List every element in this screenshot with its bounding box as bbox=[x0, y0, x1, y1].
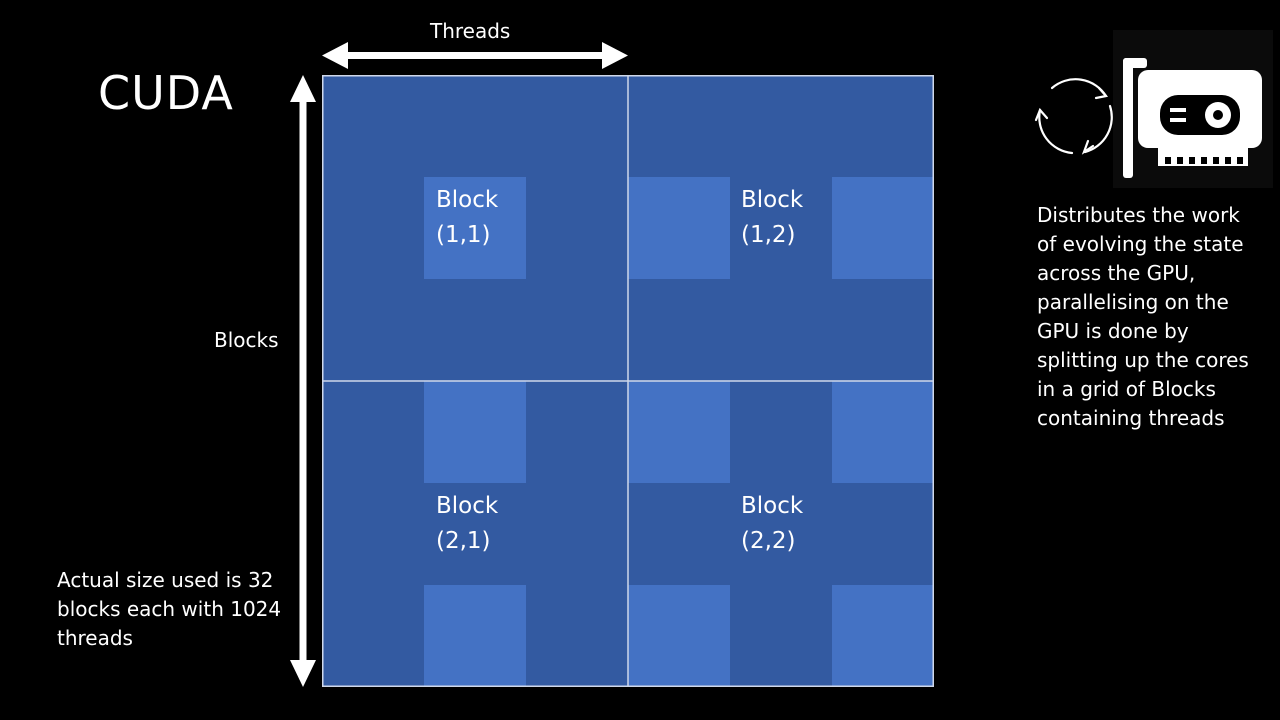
block-label-word: Block bbox=[741, 493, 804, 519]
block-label-2-1: Block (2,1) bbox=[436, 489, 498, 559]
blocks-arrow bbox=[290, 75, 316, 687]
block-label-word: Block bbox=[741, 187, 804, 213]
gpu-card-icon bbox=[1113, 30, 1273, 188]
block-label-word: Block bbox=[436, 493, 499, 519]
block-grid-svg bbox=[322, 75, 934, 687]
grid-lines bbox=[322, 75, 934, 687]
thread-cells bbox=[424, 177, 934, 687]
block-label-2-2: Block (2,2) bbox=[741, 489, 803, 559]
blocks-axis-label: Blocks bbox=[214, 328, 279, 352]
block-label-1-1: Block (1,1) bbox=[436, 183, 498, 253]
actual-size-note: Actual size used is 32 blocks each with … bbox=[57, 568, 282, 650]
thread-cell bbox=[628, 381, 730, 483]
block-label-index: (1,2) bbox=[741, 222, 796, 248]
refresh-cycle-icon bbox=[1034, 78, 1113, 155]
thread-cell bbox=[424, 381, 526, 483]
thread-cell bbox=[424, 177, 526, 279]
thread-cell bbox=[628, 585, 730, 687]
block-label-index: (2,1) bbox=[436, 528, 491, 554]
threads-arrow bbox=[322, 42, 628, 69]
description-text: Distributes the work of evolving the sta… bbox=[1037, 203, 1249, 430]
block-grid bbox=[322, 75, 934, 687]
block-label-index: (1,1) bbox=[436, 222, 491, 248]
thread-cell bbox=[424, 585, 526, 687]
block-label-word: Block bbox=[436, 187, 499, 213]
thread-cell bbox=[832, 177, 934, 279]
thread-cell bbox=[832, 381, 934, 483]
threads-axis-label: Threads bbox=[430, 19, 511, 43]
thread-cell bbox=[832, 585, 934, 687]
block-label-1-2: Block (1,2) bbox=[741, 183, 803, 253]
slide-title: CUDA bbox=[98, 66, 234, 120]
thread-cell bbox=[628, 177, 730, 279]
block-label-index: (2,2) bbox=[741, 528, 796, 554]
